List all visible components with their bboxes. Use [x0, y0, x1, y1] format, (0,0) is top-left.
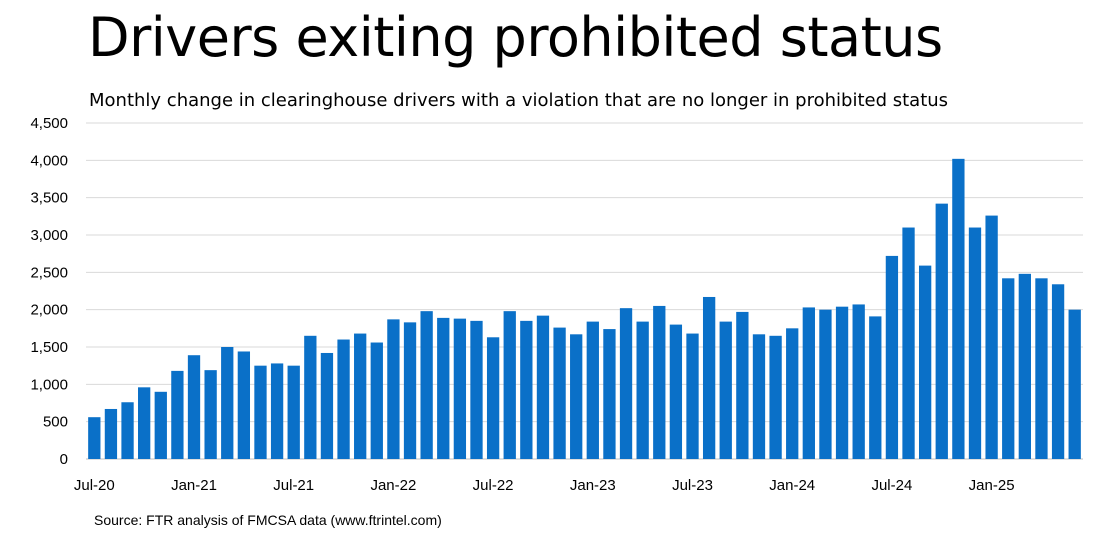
bar-sep-24 — [918, 265, 932, 459]
bar-jul-20 — [88, 417, 101, 459]
bar-jan-25 — [985, 215, 998, 459]
bar-apr-24 — [835, 306, 849, 459]
y-tick-label: 2,000 — [30, 302, 68, 319]
bar-dec-20 — [171, 370, 184, 459]
bar-sep-23 — [719, 321, 732, 459]
bar-oct-23 — [736, 311, 749, 459]
bar-jan-24 — [786, 328, 799, 459]
y-tick-label: 0 — [60, 451, 68, 468]
x-tick-label: Jul-21 — [273, 477, 314, 494]
x-tick-label: Jul-20 — [74, 477, 115, 494]
y-tick-label: 4,500 — [30, 115, 68, 132]
bar-jun-21 — [270, 363, 284, 459]
x-tick-label: Jul-24 — [871, 477, 912, 494]
bar-oct-22 — [536, 315, 550, 459]
bar-nov-24 — [952, 158, 965, 459]
bar-nov-21 — [354, 333, 367, 459]
bar-feb-21 — [204, 370, 217, 459]
bar-may-25 — [1051, 284, 1065, 459]
bar-feb-23 — [603, 329, 616, 459]
bars — [88, 158, 1081, 459]
bar-jun-22 — [470, 320, 483, 459]
y-tick-label: 3,500 — [30, 190, 68, 207]
gridlines — [86, 122, 1083, 460]
bar-may-21 — [254, 365, 267, 459]
bar-jan-23 — [586, 321, 599, 459]
bar-aug-20 — [104, 408, 118, 459]
bar-aug-21 — [304, 335, 317, 459]
bar-nov-20 — [154, 391, 167, 459]
bar-aug-23 — [702, 296, 716, 459]
bar-jul-21 — [287, 365, 300, 459]
x-axis-ticks: Jul-20 Jan-21 Jul-21 Jan-22 Jul-22 Jan-23 Jul-… — [74, 477, 1015, 494]
y-tick-label: 1,000 — [30, 376, 68, 393]
bar-feb-24 — [802, 307, 815, 459]
bar-sep-22 — [520, 320, 533, 459]
bar-apr-23 — [636, 321, 649, 459]
bar-jun-24 — [869, 316, 882, 459]
bar-dec-23 — [769, 335, 782, 459]
bar-nov-23 — [752, 334, 766, 459]
y-tick-label: 4,000 — [30, 152, 68, 169]
bar-mar-22 — [420, 311, 433, 459]
bar-sep-20 — [121, 402, 134, 459]
x-tick-label: Jan-24 — [769, 477, 815, 494]
bar-may-24 — [852, 304, 865, 459]
y-tick-label: 3,000 — [30, 227, 68, 244]
bar-aug-22 — [503, 311, 516, 459]
bar-jul-22 — [486, 337, 500, 459]
bar-mar-25 — [1018, 273, 1031, 459]
bar-aug-24 — [902, 227, 915, 459]
bar-sep-21 — [320, 352, 334, 459]
source-note: Source: FTR analysis of FMCSA data (www.… — [94, 512, 442, 528]
bar-jul-23 — [686, 333, 699, 459]
bar-jun-25 — [1068, 309, 1081, 459]
bar-jan-21 — [187, 355, 201, 459]
bar-jun-23 — [669, 324, 683, 459]
chart-title: Drivers exiting prohibited status — [88, 6, 943, 69]
bar-oct-20 — [138, 387, 151, 459]
bar-nov-22 — [553, 327, 566, 459]
x-tick-label: Jul-23 — [672, 477, 713, 494]
x-tick-label: Jul-22 — [473, 477, 514, 494]
chart-subtitle: Monthly change in clearinghouse drivers … — [89, 90, 949, 111]
x-tick-label: Jan-23 — [570, 477, 616, 494]
bar-dec-21 — [370, 342, 383, 459]
bar-mar-24 — [819, 309, 832, 459]
bar-jan-22 — [387, 319, 400, 459]
bar-may-22 — [453, 318, 467, 459]
bar-mar-21 — [221, 347, 234, 459]
bar-feb-25 — [1002, 278, 1015, 459]
bar-mar-23 — [619, 308, 633, 459]
bar-apr-21 — [237, 351, 251, 459]
bar-may-23 — [653, 305, 666, 459]
y-tick-label: 2,500 — [30, 264, 68, 281]
bar-dec-22 — [570, 334, 583, 459]
y-tick-label: 1,500 — [30, 339, 68, 356]
y-axis-ticks: 0 500 1,000 1,500 2,000 2,500 3,000 3,500 4,000 4… — [30, 115, 68, 468]
y-tick-label: 500 — [43, 414, 68, 431]
bar-oct-21 — [337, 339, 350, 459]
x-tick-label: Jan-22 — [370, 477, 416, 494]
bar-feb-22 — [403, 322, 417, 459]
bar-apr-22 — [437, 317, 450, 459]
x-tick-label: Jan-21 — [171, 477, 217, 494]
x-tick-label: Jan-25 — [969, 477, 1015, 494]
bar-apr-25 — [1035, 278, 1048, 459]
bar-oct-24 — [935, 203, 948, 459]
bar-jul-24 — [885, 255, 899, 459]
bar-dec-24 — [968, 227, 982, 459]
